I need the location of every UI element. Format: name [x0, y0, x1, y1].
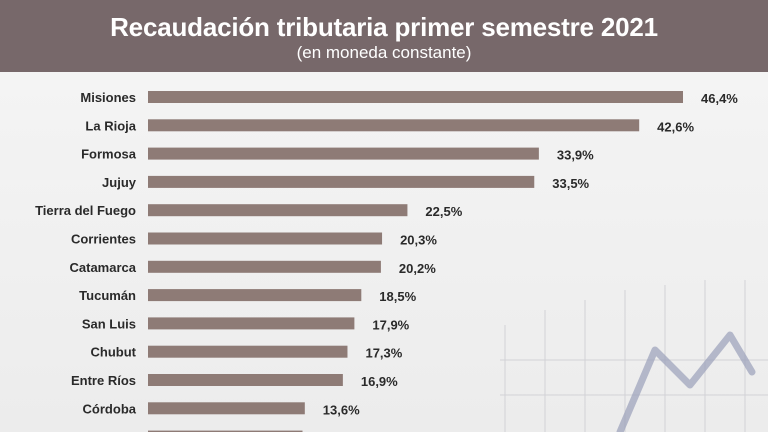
chart-subtitle: (en moneda constante): [296, 43, 472, 62]
category-label: Catamarca: [70, 260, 137, 275]
value-label: 22,5%: [425, 204, 462, 219]
bar: [148, 374, 343, 386]
value-label: 17,3%: [365, 346, 402, 361]
category-label: La Rioja: [85, 118, 136, 133]
category-label: Formosa: [81, 147, 137, 162]
bar: [148, 430, 303, 432]
bar: [148, 317, 355, 330]
bar: [148, 204, 408, 217]
value-label: 33,9%: [557, 148, 594, 163]
value-label: 13,4%: [321, 431, 358, 432]
decorative-trend-arrow: [616, 331, 756, 432]
value-label: 46,4%: [701, 91, 738, 106]
bar: [148, 119, 640, 132]
category-label: San Luis: [82, 316, 136, 331]
bar: [148, 260, 381, 273]
chart-header: Recaudación tributaria primer semestre 2…: [0, 0, 768, 72]
value-label: 13,6%: [323, 402, 360, 417]
bar: [148, 289, 362, 302]
bar: [148, 147, 539, 160]
category-label: Misiones: [80, 90, 136, 105]
value-label: 33,5%: [552, 176, 589, 191]
value-label: 16,9%: [361, 374, 398, 389]
value-label: 17,9%: [372, 317, 409, 332]
bars-group: Misiones 46,4% La Rioja 42,6% Formosa 33,9% Ju…: [35, 90, 738, 432]
chart-title: Recaudación tributaria primer semestre 2…: [110, 12, 658, 42]
category-label: Entre Ríos: [71, 373, 136, 388]
bar: [148, 345, 348, 358]
category-label: Jujuy: [102, 175, 137, 190]
value-label: 20,3%: [400, 233, 437, 248]
chart-area: [0, 72, 768, 432]
decorative-grid: [500, 280, 768, 432]
bar: [148, 91, 683, 103]
bar: [148, 402, 305, 415]
value-label: 18,5%: [379, 289, 416, 304]
category-label: Córdoba: [83, 401, 137, 416]
bar: [148, 175, 535, 188]
category-label: Tucumán: [79, 288, 136, 303]
category-label: Corrientes: [71, 232, 136, 247]
category-label: Chubut: [91, 345, 137, 360]
category-label: Tierra del Fuego: [35, 203, 136, 218]
value-label: 42,6%: [657, 119, 694, 134]
value-label: 20,2%: [399, 261, 436, 276]
bar: [148, 232, 383, 245]
